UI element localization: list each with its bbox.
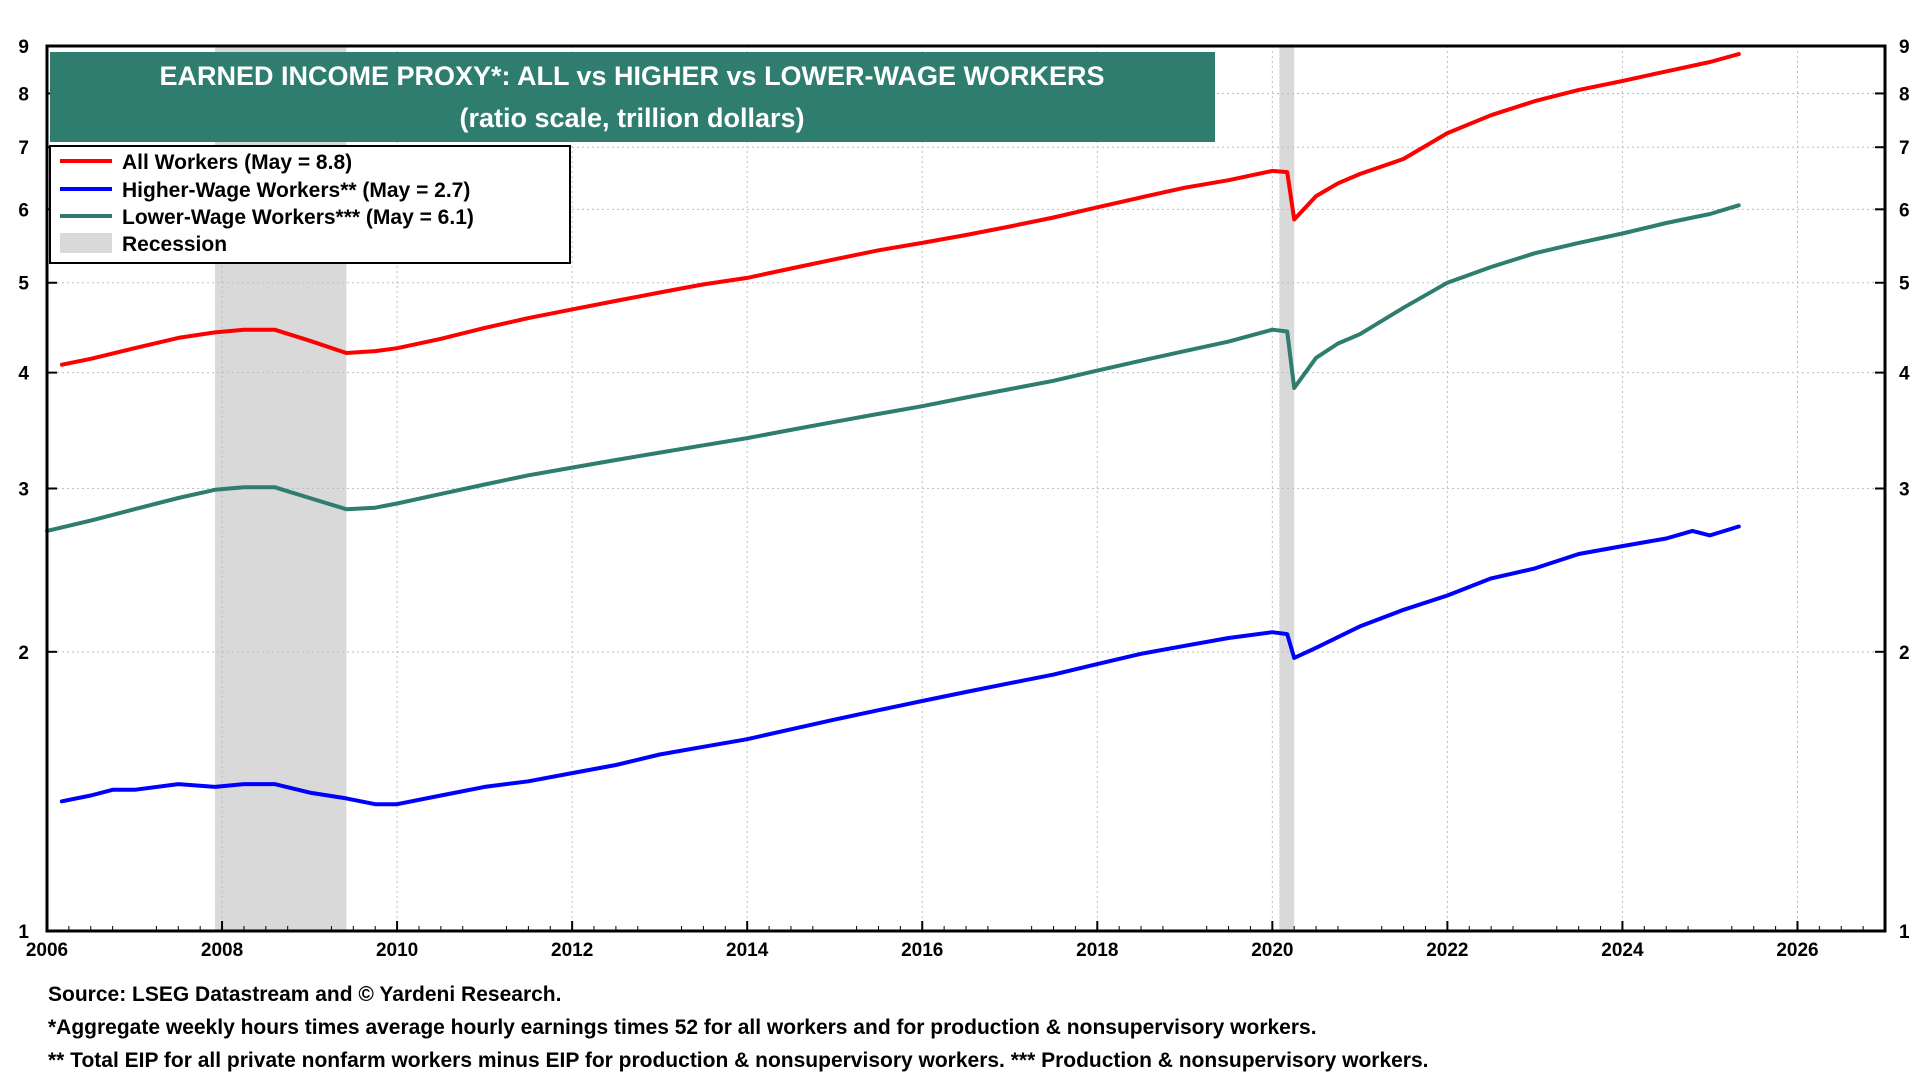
title-box-background [50,52,1215,142]
legend: All Workers (May = 8.8) Higher-Wage Work… [49,145,571,264]
x-tick-label-2016: 2016 [901,940,943,961]
x-tick-label-2012: 2012 [551,940,593,961]
y-tick-label-right-9: 9 [1899,37,1910,58]
y-tick-label-left-9: 9 [18,37,29,58]
x-tick-label-2020: 2020 [1251,940,1293,961]
y-tick-label-right-4: 4 [1899,364,1910,385]
x-tick-label-2022: 2022 [1426,940,1468,961]
series-lines [45,52,1741,807]
y-tick-label-right-6: 6 [1899,200,1910,221]
y-tick-label-right-7: 7 [1899,138,1910,159]
y-tick-label-left-7: 7 [18,138,29,159]
title-box: EARNED INCOME PROXY*: ALL vs HIGHER vs L… [50,52,1215,142]
recession-band-2 [1279,46,1295,931]
y-tick-label-right-1: 1 [1899,922,1910,943]
y-tick-label-left-5: 5 [18,274,29,295]
legend-swatch-recession [60,233,112,253]
y-tick-label-left-6: 6 [18,200,29,221]
y-tick-label-right-5: 5 [1899,274,1910,295]
footnotes: Source: LSEG Datastream and © Yardeni Re… [48,978,1908,1077]
y-tick-label-right-3: 3 [1899,480,1910,501]
series-line-3 [45,203,1741,533]
x-tick-label-2006: 2006 [26,940,68,961]
x-tick-label-2018: 2018 [1076,940,1118,961]
chart: 2006 2008 2010 2012 2014 2016 2018 2020 2022 2024… [18,37,1910,961]
y-tick-label-left-8: 8 [18,84,29,105]
series-line-1 [59,52,1741,367]
x-tick-label-2026: 2026 [1776,940,1818,961]
x-tick-label-2010: 2010 [376,940,418,961]
source-note: Source: LSEG Datastream and © Yardeni Re… [48,983,562,1006]
chart-title: EARNED INCOME PROXY*: ALL vs HIGHER vs L… [159,61,1104,91]
y-tick-label-left-4: 4 [18,364,29,385]
x-tick-label-2014: 2014 [726,940,769,961]
series-line-2 [59,524,1741,807]
axes: 2006 2008 2010 2012 2014 2016 2018 2020 2022 2024… [18,37,1910,961]
y-tick-label-right-2: 2 [1899,643,1910,664]
y-tick-label-left-1: 1 [18,922,29,943]
legend-frame [49,145,571,264]
legend-label-all-workers: All Workers (May = 8.8) [122,151,352,174]
x-tick-label-2024: 2024 [1601,940,1644,961]
footnote-1: *Aggregate weekly hours times average ho… [48,1016,1317,1039]
legend-label-recession: Recession [122,233,227,256]
legend-label-higher-wage: Higher-Wage Workers** (May = 2.7) [122,179,470,202]
legend-label-lower-wage: Lower-Wage Workers*** (May = 6.1) [122,206,474,229]
y-tick-label-right-8: 8 [1899,84,1910,105]
footnote-2: ** Total EIP for all private nonfarm wor… [48,1049,1429,1072]
y-tick-label-left-2: 2 [18,643,29,664]
x-tick-label-2008: 2008 [201,940,243,961]
chart-subtitle: (ratio scale, trillion dollars) [459,103,804,133]
y-tick-label-left-3: 3 [18,480,29,501]
